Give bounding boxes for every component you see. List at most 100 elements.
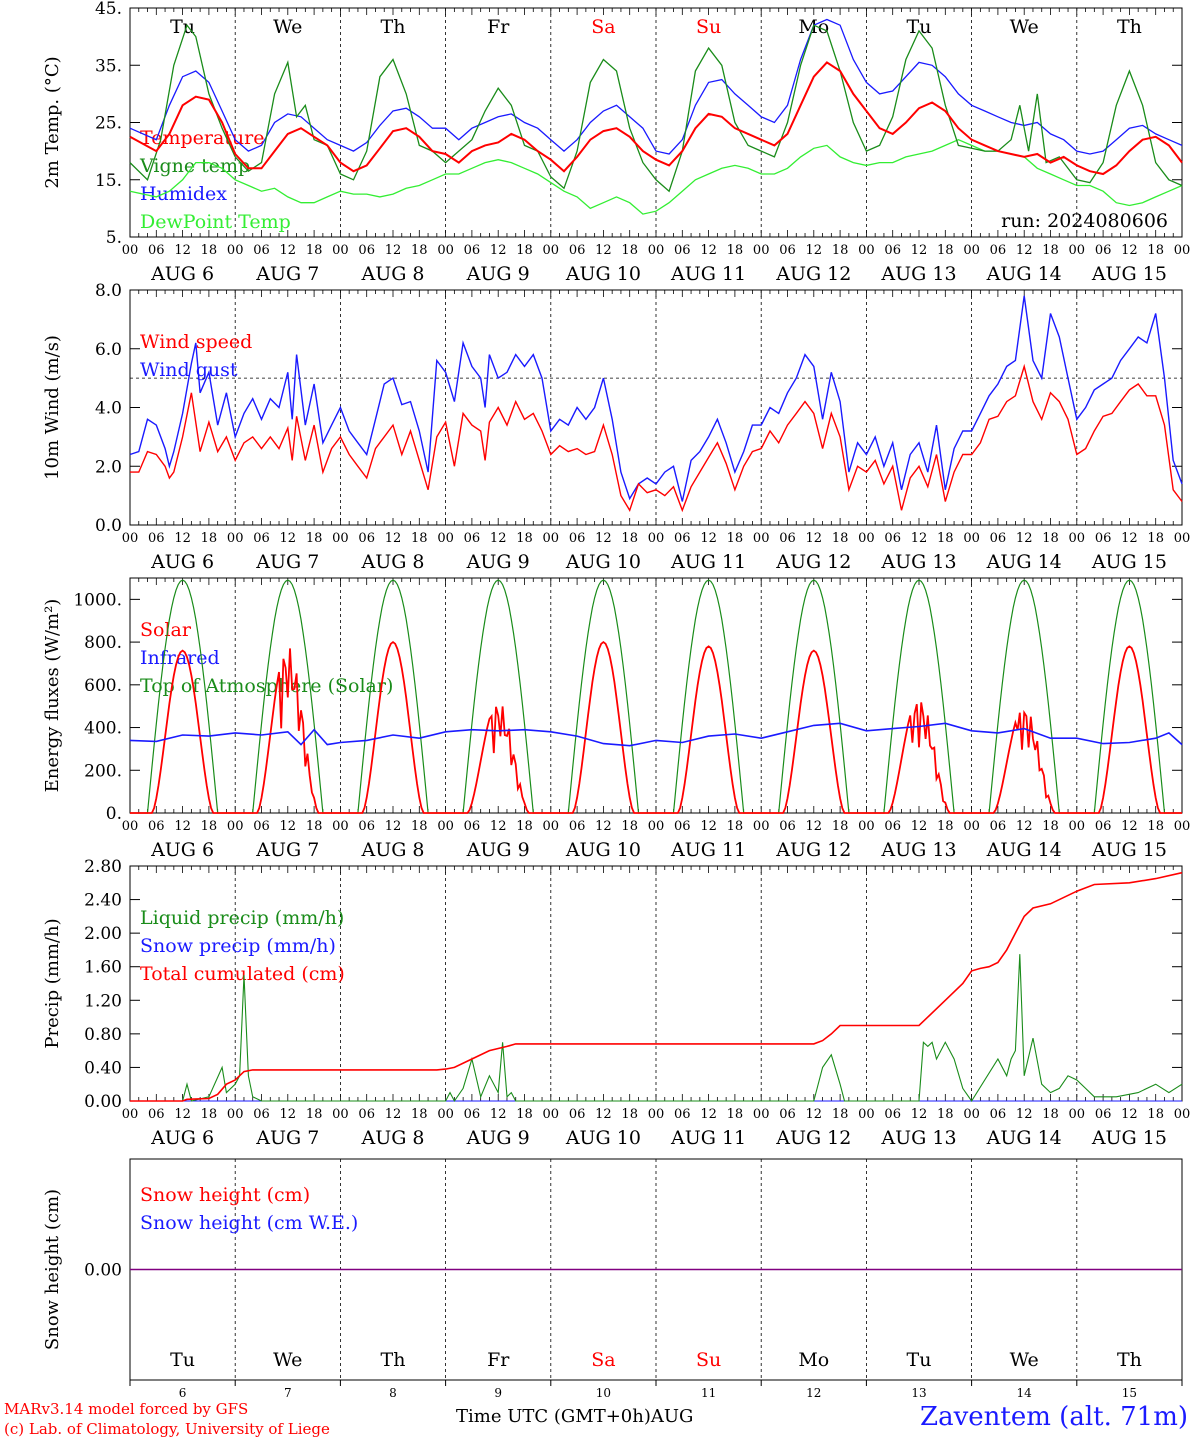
hour-tick-label: 06 — [358, 243, 375, 258]
hour-tick-label: 00 — [1069, 243, 1086, 258]
hour-tick-label: 00 — [122, 243, 139, 258]
hour-tick-label: 18 — [411, 531, 428, 546]
weekday-label: Tu — [170, 1349, 195, 1371]
hour-tick-label: 18 — [201, 243, 218, 258]
hour-tick-label: 06 — [674, 1107, 691, 1122]
hour-tick-label: 18 — [832, 1107, 849, 1122]
hour-tick-label: 00 — [437, 531, 454, 546]
hour-tick-label: 12 — [595, 1107, 612, 1122]
date-label: AUG 6 — [150, 839, 214, 861]
date-label: AUG 12 — [775, 1127, 851, 1149]
hour-tick-label: 06 — [779, 1107, 796, 1122]
hour-tick-label: 12 — [700, 243, 717, 258]
hour-tick-label: 12 — [595, 531, 612, 546]
hour-tick-label: 18 — [411, 1107, 428, 1122]
hour-tick-label: 00 — [227, 243, 244, 258]
hour-tick-label: 00 — [122, 531, 139, 546]
hour-tick-label: 12 — [595, 819, 612, 834]
hour-tick-label: 00 — [227, 1107, 244, 1122]
day-number-label: 10 — [596, 1386, 611, 1400]
hour-tick-label: 00 — [753, 531, 770, 546]
hour-tick-label: 00 — [753, 1107, 770, 1122]
hour-tick-label: 12 — [385, 243, 402, 258]
legend-entry: Snow height (cm) — [140, 1184, 310, 1206]
date-label: AUG 10 — [565, 839, 641, 861]
hour-tick-label: 06 — [569, 243, 586, 258]
hour-tick-label: 06 — [464, 1107, 481, 1122]
hour-tick-label: 06 — [358, 819, 375, 834]
hour-tick-label: 06 — [674, 531, 691, 546]
weekday-label: Mo — [798, 1349, 829, 1371]
hour-tick-label: 12 — [806, 243, 823, 258]
hour-tick-label: 00 — [858, 1107, 875, 1122]
legend-entry: Snow height (cm W.E.) — [140, 1212, 358, 1234]
hour-tick-label: 18 — [727, 531, 744, 546]
hour-tick-label: 12 — [280, 531, 297, 546]
weekday-label: Sa — [591, 16, 615, 38]
y-tick-label: 0.80 — [84, 1025, 122, 1045]
hour-tick-label: 18 — [621, 531, 638, 546]
hour-tick-label: 06 — [148, 1107, 165, 1122]
hour-tick-label: 00 — [753, 819, 770, 834]
hour-tick-label: 06 — [148, 531, 165, 546]
hour-tick-label: 06 — [253, 531, 270, 546]
y-tick-label: 1.20 — [84, 991, 122, 1011]
y-tick-label: 8.0 — [95, 281, 122, 301]
date-label: AUG 6 — [150, 263, 214, 285]
hour-tick-label: 00 — [753, 243, 770, 258]
hour-tick-label: 12 — [806, 819, 823, 834]
weekday-label: We — [1010, 16, 1039, 38]
hour-tick-label: 00 — [1174, 531, 1191, 546]
hour-tick-label: 12 — [1121, 819, 1138, 834]
hour-tick-label: 00 — [648, 243, 665, 258]
hour-tick-label: 12 — [280, 243, 297, 258]
hour-tick-label: 00 — [227, 819, 244, 834]
y-tick-label: 2.80 — [84, 857, 122, 877]
hour-tick-label: 00 — [332, 819, 349, 834]
y-tick-label: 600. — [84, 676, 122, 696]
date-label: AUG 9 — [466, 551, 530, 573]
date-label: AUG 13 — [880, 263, 956, 285]
series-infrared — [129, 722, 1183, 747]
legend-entry: Infrared — [140, 647, 220, 669]
hour-tick-label: 18 — [516, 531, 533, 546]
hour-tick-label: 12 — [385, 531, 402, 546]
hour-tick-label: 18 — [1042, 1107, 1059, 1122]
hour-tick-label: 06 — [569, 531, 586, 546]
hour-tick-label: 00 — [858, 243, 875, 258]
weekday-label: Tu — [907, 1349, 932, 1371]
hour-tick-label: 06 — [1095, 1107, 1112, 1122]
hour-tick-label: 00 — [1174, 1107, 1191, 1122]
y-axis-label: Snow height (cm) — [42, 1189, 63, 1350]
hour-tick-label: 00 — [648, 531, 665, 546]
hour-tick-label: 18 — [201, 819, 218, 834]
y-tick-label: 800. — [84, 633, 122, 653]
date-label: AUG 7 — [255, 839, 319, 861]
hour-tick-label: 18 — [1042, 819, 1059, 834]
date-label: AUG 15 — [1091, 263, 1167, 285]
hour-tick-label: 00 — [543, 531, 560, 546]
hour-tick-label: 18 — [516, 819, 533, 834]
hour-tick-label: 12 — [1016, 243, 1033, 258]
weekday-label: Su — [696, 1349, 721, 1371]
hour-tick-label: 12 — [1016, 1107, 1033, 1122]
hour-tick-label: 12 — [1121, 243, 1138, 258]
legend-entry: Snow precip (mm/h) — [140, 935, 336, 957]
hour-tick-label: 06 — [884, 243, 901, 258]
date-label: AUG 15 — [1091, 551, 1167, 573]
date-label: AUG 8 — [360, 263, 424, 285]
hour-tick-label: 06 — [1095, 819, 1112, 834]
y-tick-label: 15. — [95, 171, 122, 191]
date-label: AUG 14 — [986, 839, 1062, 861]
series-humidex — [129, 18, 1183, 155]
y-tick-label: 4.0 — [95, 399, 122, 419]
hour-tick-label: 12 — [490, 1107, 507, 1122]
hour-tick-label: 06 — [779, 243, 796, 258]
hour-tick-label: 12 — [174, 1107, 191, 1122]
hour-tick-label: 06 — [358, 1107, 375, 1122]
y-axis-label: 10m Wind (m/s) — [42, 335, 63, 480]
hour-tick-label: 18 — [727, 819, 744, 834]
series-total-cumulated — [130, 871, 1183, 1102]
station-name: Zaventem (alt. 71m) — [920, 1402, 1188, 1432]
